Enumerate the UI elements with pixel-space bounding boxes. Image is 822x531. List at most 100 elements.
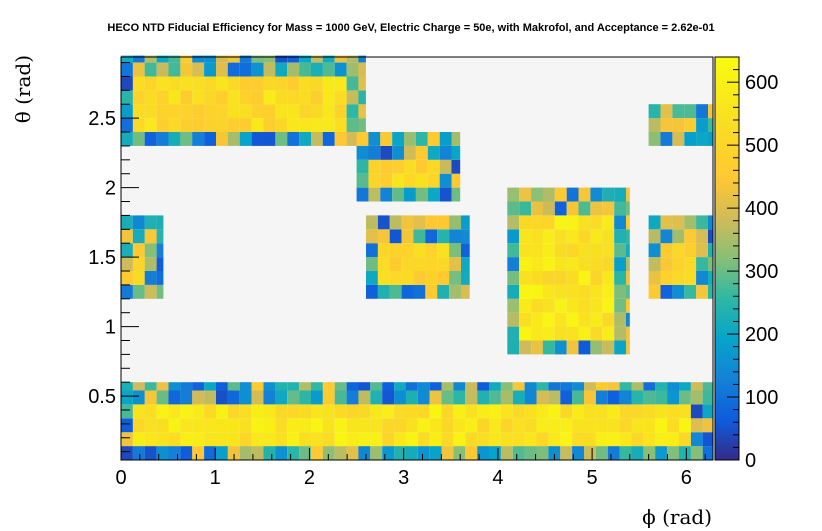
heatmap-cell [366, 243, 378, 258]
heatmap-cell [263, 55, 276, 63]
heatmap-cell [299, 62, 311, 77]
heatmap-cell [204, 382, 216, 391]
heatmap-cell [370, 390, 383, 405]
heatmap-cell [702, 432, 713, 447]
heatmap-cell [690, 446, 703, 460]
heatmap-cell [461, 271, 470, 285]
plot-frame [120, 56, 714, 461]
heatmap-cell [500, 390, 513, 405]
heatmap-cell [417, 382, 430, 391]
heatmap-cell [346, 446, 359, 460]
heatmap-cell [519, 298, 532, 313]
heatmap-cell [334, 132, 347, 146]
heatmap-cell [578, 284, 591, 299]
heatmap-cell [614, 215, 627, 230]
heatmap-cell [227, 382, 240, 391]
heatmap-cell [441, 390, 454, 405]
heatmap-cell [216, 404, 228, 419]
heatmap-cell [216, 390, 228, 405]
heatmap-cell [648, 215, 661, 230]
heatmap-cell [672, 271, 685, 285]
heatmap-cell [156, 271, 164, 285]
heatmap-cell [287, 62, 300, 77]
colorbar-axis: 0 100 200 300 400 500 600 [727, 56, 778, 472]
heatmap-cell [132, 104, 145, 119]
heatmap-cell [560, 418, 573, 433]
heatmap-cell [461, 243, 470, 258]
heatmap-cell [578, 201, 591, 216]
heatmap-cell [299, 404, 311, 419]
heatmap-cell [489, 382, 501, 391]
heatmap-cell [417, 432, 430, 447]
heatmap-cell [216, 418, 228, 433]
heatmap-cell [168, 432, 181, 447]
heatmap-cell [427, 159, 440, 174]
heatmap-cell [696, 132, 708, 146]
heatmap-cell [239, 446, 252, 460]
heatmap-cell [572, 418, 584, 433]
heatmap-cell [536, 390, 549, 405]
heatmap-cell [287, 132, 300, 146]
heatmap-cell [602, 298, 615, 313]
heatmap-cell [619, 382, 632, 391]
heatmap-cell [287, 104, 300, 119]
heatmap-cell [607, 390, 620, 405]
heatmap-cell [489, 432, 501, 447]
heatmap-cell [626, 243, 630, 258]
heatmap-cell [180, 90, 193, 105]
heatmap-cell [465, 382, 478, 391]
heatmap-cell [425, 215, 438, 230]
heatmap-cell [548, 432, 561, 447]
heatmap-cell [461, 284, 470, 299]
heatmap-cell [465, 432, 478, 447]
heatmap-cell [626, 284, 630, 299]
heatmap-cell [334, 76, 347, 91]
heatmap-cell [614, 229, 627, 244]
heatmap-cell [512, 390, 525, 405]
heatmap-cell [507, 187, 520, 202]
heatmap-cell [512, 432, 525, 447]
heatmap-cell [132, 229, 145, 244]
heatmap-cell [648, 118, 661, 132]
heatmap-cell [607, 418, 620, 433]
heatmap-cell [263, 132, 276, 146]
heatmap-cell [672, 257, 685, 271]
heatmap-cell [519, 229, 532, 244]
heatmap-cell [519, 187, 532, 202]
heatmap-cell [578, 187, 591, 202]
heatmap-cell [453, 382, 466, 391]
heatmap-cell [542, 215, 555, 230]
heatmap-cell [156, 432, 169, 447]
heatmap-cell [251, 55, 264, 63]
heatmap-cell [626, 257, 630, 271]
heatmap-cell [655, 404, 668, 419]
heatmap-cell [144, 257, 157, 271]
x-axis: 0 1 2 3 4 5 6 [115, 448, 706, 489]
heatmap-cell [299, 90, 311, 105]
heatmap-cell [192, 446, 205, 460]
heatmap-cell [572, 382, 584, 391]
heatmap-cell [368, 145, 381, 160]
heatmap-cell [263, 104, 276, 119]
heatmap-cell [156, 390, 169, 405]
heatmap-cell [554, 326, 567, 341]
heatmap-cell [311, 382, 323, 391]
heatmap-cell [489, 390, 501, 405]
heatmap-cell [554, 284, 567, 299]
heatmap-cell [227, 404, 240, 419]
heatmap-cell [404, 132, 416, 146]
heatmap-cell [227, 132, 240, 146]
heatmap-cell [156, 104, 169, 119]
heatmap-cell [380, 145, 393, 160]
heatmap-cell [299, 55, 311, 63]
heatmap-cell [121, 404, 133, 419]
heatmap-cell [275, 418, 288, 433]
heatmap-cell [263, 118, 276, 132]
heatmap-cell [415, 187, 428, 202]
heatmap-cell [334, 418, 347, 433]
heatmap-cell [287, 90, 300, 105]
heatmap-cell [531, 340, 543, 355]
heatmap-cell [684, 243, 697, 258]
heatmap-cell [507, 298, 520, 313]
heatmap-cell [542, 201, 555, 216]
